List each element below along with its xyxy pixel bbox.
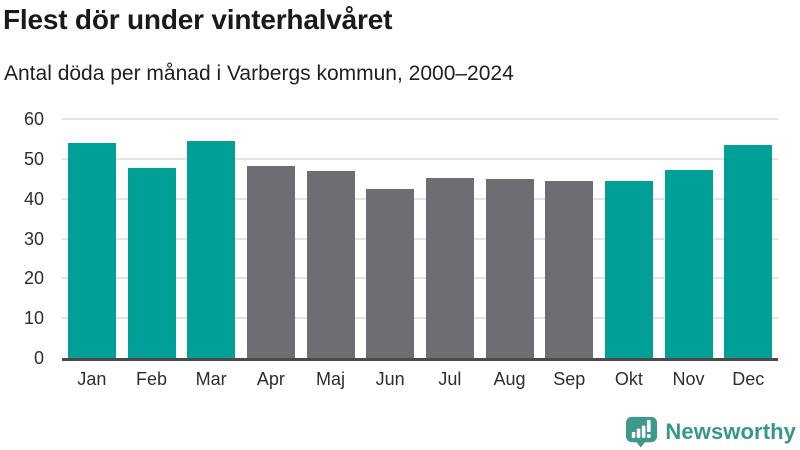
gridline	[62, 237, 778, 240]
gridline	[62, 197, 778, 200]
bar-feb	[127, 168, 176, 358]
y-axis-tick-label: 40	[23, 188, 44, 209]
bar-mar	[187, 141, 236, 358]
x-axis-tick-label: Apr	[256, 369, 285, 389]
bar-slot	[241, 119, 301, 358]
bar-apr	[246, 166, 295, 358]
bar-aug	[485, 179, 534, 358]
x-axis: Jan Feb Mar Apr Maj Jun Jul Aug Sep Okt Nov Dec	[62, 362, 778, 390]
bar-sep	[545, 181, 594, 358]
x-axis-tick-label: Nov	[672, 369, 705, 389]
bar-slot	[360, 119, 420, 358]
x-axis-tick-label: Jul	[438, 369, 462, 389]
x-axis-tick-label: Jan	[77, 369, 107, 389]
bar-slot	[659, 119, 719, 358]
bar-nov	[664, 170, 713, 358]
bar-slot	[62, 119, 122, 358]
x-axis-tick-label: Sep	[553, 369, 586, 389]
x-axis-tick-label: Aug	[493, 369, 526, 389]
bar-jun	[366, 188, 415, 358]
y-axis-tick-label: 20	[23, 268, 44, 289]
y-axis-tick-label: 0	[33, 348, 44, 368]
x-axis-tick-label: Feb	[135, 369, 168, 389]
x-axis-tick-label: Mar	[195, 369, 227, 389]
bar-slot	[122, 119, 182, 358]
gridline	[62, 317, 778, 320]
x-axis-tick-label: Jun	[375, 369, 405, 389]
bar-okt	[604, 181, 653, 358]
gridline	[62, 277, 778, 280]
bar-slot	[718, 119, 778, 358]
bar-dec	[724, 144, 773, 358]
chart-subtitle: Antal döda per månad i Varbergs kommun, …	[4, 62, 514, 85]
bar-slot	[301, 119, 361, 358]
brand-name: Newsworthy	[665, 419, 796, 444]
bar-slot	[480, 119, 540, 358]
page-title: Flest dör under vinterhalvåret	[3, 4, 393, 35]
bar-slot	[181, 119, 241, 358]
bar-slot	[539, 119, 599, 358]
chart-header: Flest dör under vinterhalvåret Antal död…	[3, 4, 797, 85]
bar-slot	[420, 119, 480, 358]
x-axis-tick-label: Maj	[316, 369, 346, 389]
bars-layer	[62, 119, 778, 358]
y-axis-tick-label: 30	[23, 228, 44, 249]
gridline	[62, 157, 778, 160]
gridline	[62, 118, 778, 120]
plot-area	[62, 118, 778, 361]
x-axis-tick-label: Okt	[614, 369, 643, 389]
bar-jul	[425, 177, 474, 358]
bar-maj	[306, 170, 355, 358]
x-axis-tick-label: Dec	[732, 369, 765, 389]
y-axis-tick-label: 10	[23, 308, 44, 329]
brand-footer: Newsworthy	[624, 414, 796, 450]
y-axis-tick-label: 60	[23, 109, 44, 129]
y-axis: 0 10 20 30 40 50 60	[0, 110, 52, 367]
bar-jan	[67, 142, 116, 358]
y-axis-tick-label: 50	[23, 148, 44, 169]
bar-slot	[599, 119, 659, 358]
bar-chart-speech-bubble-icon	[626, 416, 658, 448]
